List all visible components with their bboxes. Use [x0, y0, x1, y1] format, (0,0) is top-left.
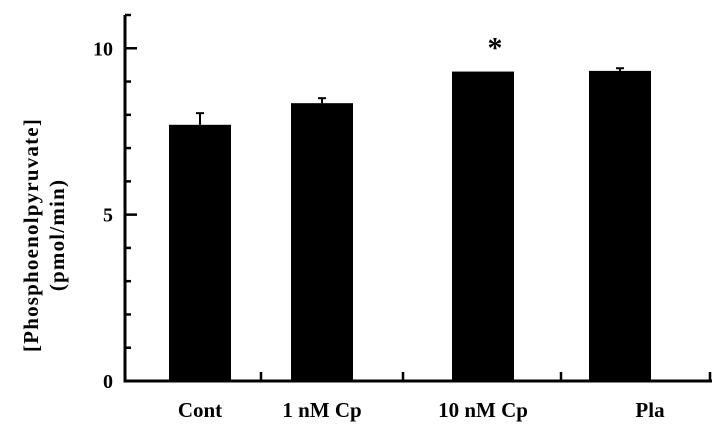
y-tick-label: 10	[93, 38, 113, 60]
bar	[589, 70, 651, 381]
bar	[452, 71, 514, 382]
x-tick-labels: Cont 1 nM Cp 10 nM Cp Pla	[178, 398, 665, 422]
bars	[169, 70, 651, 382]
bar	[291, 103, 353, 381]
y-axis-title: [Phosphoenolpyruvate] (pmol/min)	[19, 118, 69, 352]
category-label: 1 nM Cp	[282, 398, 361, 422]
y-tick-label: 0	[103, 371, 113, 393]
y-axis-title-line-2: (pmol/min)	[45, 179, 69, 291]
y-ticks: 0 5 10	[93, 13, 137, 393]
category-label: 10 nM Cp	[438, 398, 528, 422]
annotations: *	[488, 32, 503, 65]
y-tick-label: 5	[103, 205, 113, 227]
y-axis-title-line-1: [Phosphoenolpyruvate]	[19, 118, 43, 352]
error-bars	[196, 67, 624, 125]
bar	[169, 124, 231, 382]
category-label: Cont	[178, 398, 222, 422]
category-label: Pla	[635, 398, 665, 422]
significance-marker: *	[488, 32, 503, 65]
